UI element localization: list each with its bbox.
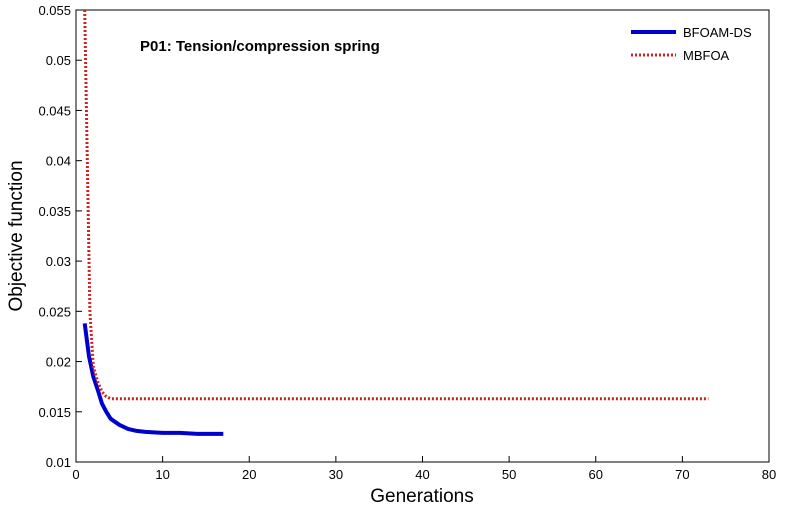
x-tick-label: 40 (415, 467, 429, 482)
y-tick-label: 0.02 (46, 355, 71, 370)
legend: BFOAM-DS MBFOA (631, 25, 752, 63)
y-axis-ticks: 0.01 0.015 0.02 0.025 0.03 0.035 0.04 0.045 0.05… (38, 3, 82, 470)
x-tick-label: 60 (589, 467, 603, 482)
series-line-mbfoa (83, 9, 709, 401)
y-tick-label: 0.04 (46, 154, 71, 169)
y-tick-label: 0.025 (38, 304, 71, 319)
plot-area (75, 9, 770, 463)
y-tick-label: 0.045 (38, 103, 71, 118)
y-tick-label: 0.015 (38, 405, 71, 420)
y-tick-label: 0.05 (46, 53, 71, 68)
x-tick-label: 0 (72, 467, 79, 482)
chart-title: P01: Tension/compression spring (140, 38, 380, 55)
x-tick-label: 70 (675, 467, 689, 482)
y-axis-title: Objective function (6, 160, 27, 311)
x-tick-label: 10 (155, 467, 169, 482)
y-tick-label: 0.01 (46, 455, 71, 470)
x-axis-title: Generations (370, 486, 474, 507)
x-tick-label: 50 (502, 467, 516, 482)
legend-label-mbfoa: MBFOA (683, 48, 730, 63)
x-tick-label: 20 (242, 467, 256, 482)
y-tick-label: 0.035 (38, 204, 71, 219)
y-tick-label: 0.055 (38, 3, 71, 18)
x-tick-label: 30 (329, 467, 343, 482)
x-tick-label: 80 (762, 467, 776, 482)
series-layer (82, 9, 709, 436)
y-tick-label: 0.03 (46, 254, 71, 269)
series-line-bfoam-ds (82, 323, 224, 436)
legend-label-bfoam-ds: BFOAM-DS (683, 25, 752, 40)
x-axis-ticks: 0 10 20 30 40 50 60 70 80 (72, 456, 776, 482)
